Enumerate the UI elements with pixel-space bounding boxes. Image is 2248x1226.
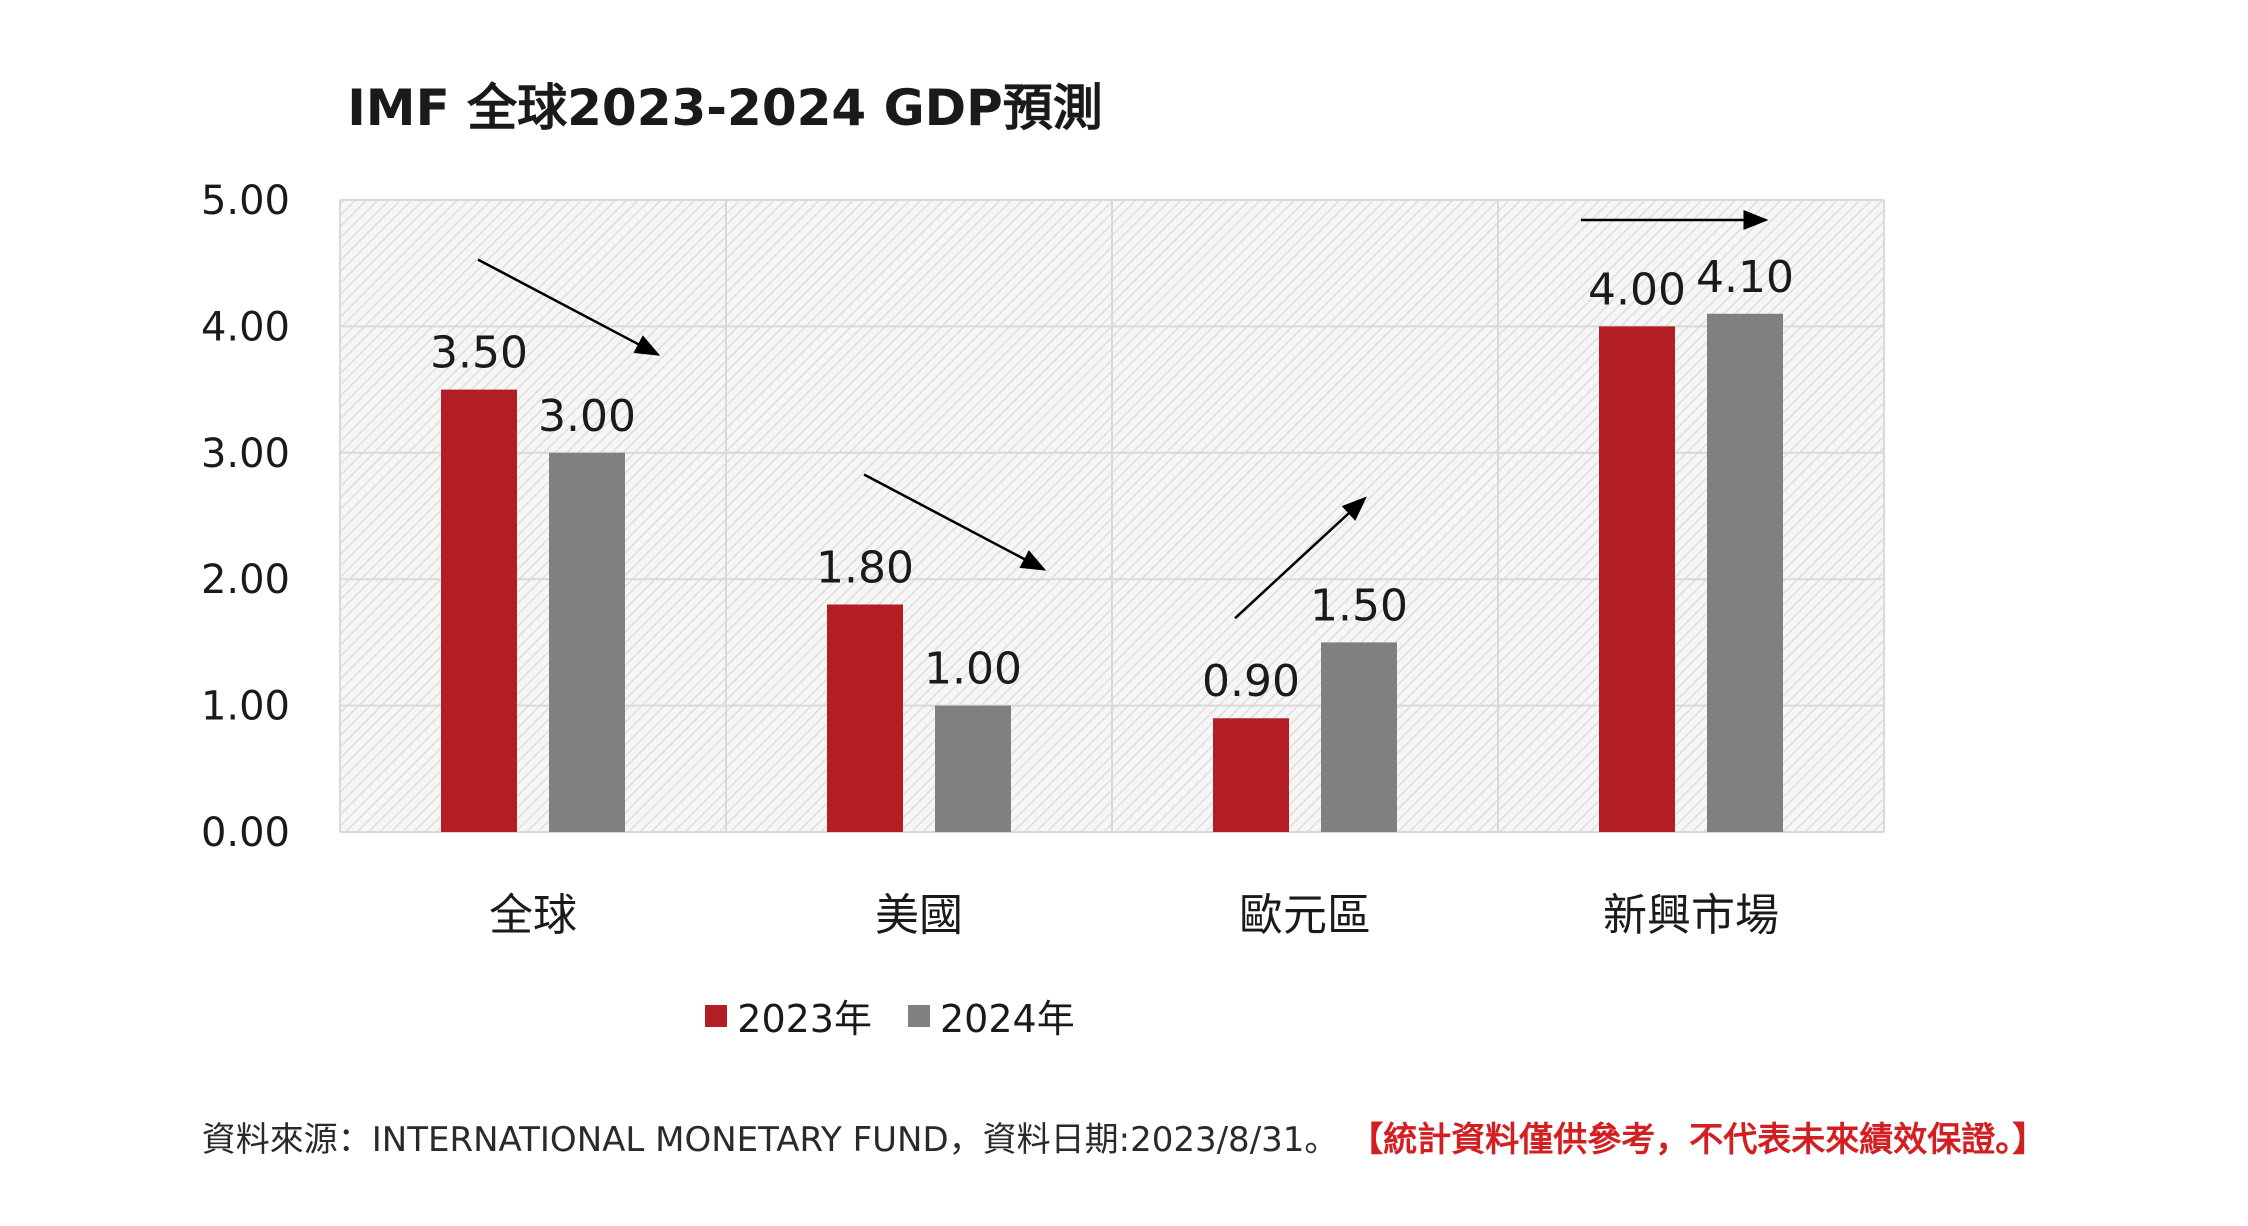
x-tick-label: 新興市場 [1603,890,1779,941]
footer-source: 資料來源：INTERNATIONAL MONETARY FUND，資料日期:20… [201,1120,1339,1160]
trend-arrow [477,258,661,356]
y-tick-label: 3.00 [201,431,290,477]
legend-item-2023: 2023年 [705,988,872,1043]
x-tick-label: 歐元區 [1239,890,1371,941]
bar-2024 [549,452,625,832]
y-tick-label: 1.00 [201,684,290,730]
bar-2024 [1321,642,1397,832]
bar-2023 [1599,326,1675,832]
footer-disclaimer: 【統計資料僅供參考，不代表未來績效保證。】 [1349,1120,2047,1160]
data-label: 1.00 [924,644,1022,695]
bar-2023 [827,604,903,832]
trend-arrow [1234,496,1367,620]
bar-2024 [1707,313,1783,832]
data-label: 1.80 [816,542,914,593]
bar-2024 [935,705,1011,832]
legend-label-2023: 2023年 [737,997,872,1041]
trend-arrow [863,473,1047,571]
legend-label-2024: 2024年 [940,997,1075,1041]
y-tick-label: 0.00 [201,810,290,856]
legend-item-2024: 2024年 [908,988,1075,1043]
bar-2023 [1213,718,1289,832]
chart-title: IMF 全球2023-2024 GDP預測 [347,79,1103,137]
data-label: 4.10 [1696,252,1794,303]
data-label: 3.50 [430,328,528,379]
data-label: 0.90 [1202,656,1300,707]
x-tick-label: 全球 [489,890,577,941]
y-tick-label: 5.00 [201,178,290,224]
chart-legend: 2023年 2024年 [0,988,1780,1043]
footer-note: 資料來源：INTERNATIONAL MONETARY FUND，資料日期:20… [0,1112,2248,1161]
bar-2023 [441,389,517,832]
data-label: 4.00 [1588,264,1686,315]
legend-swatch-2023 [705,1004,728,1027]
legend-swatch-2024 [908,1004,930,1027]
x-tick-label: 美國 [875,890,963,941]
data-label: 3.00 [538,391,636,442]
y-tick-label: 2.00 [201,557,290,603]
data-label: 1.50 [1310,580,1408,631]
y-tick-label: 4.00 [201,304,290,350]
